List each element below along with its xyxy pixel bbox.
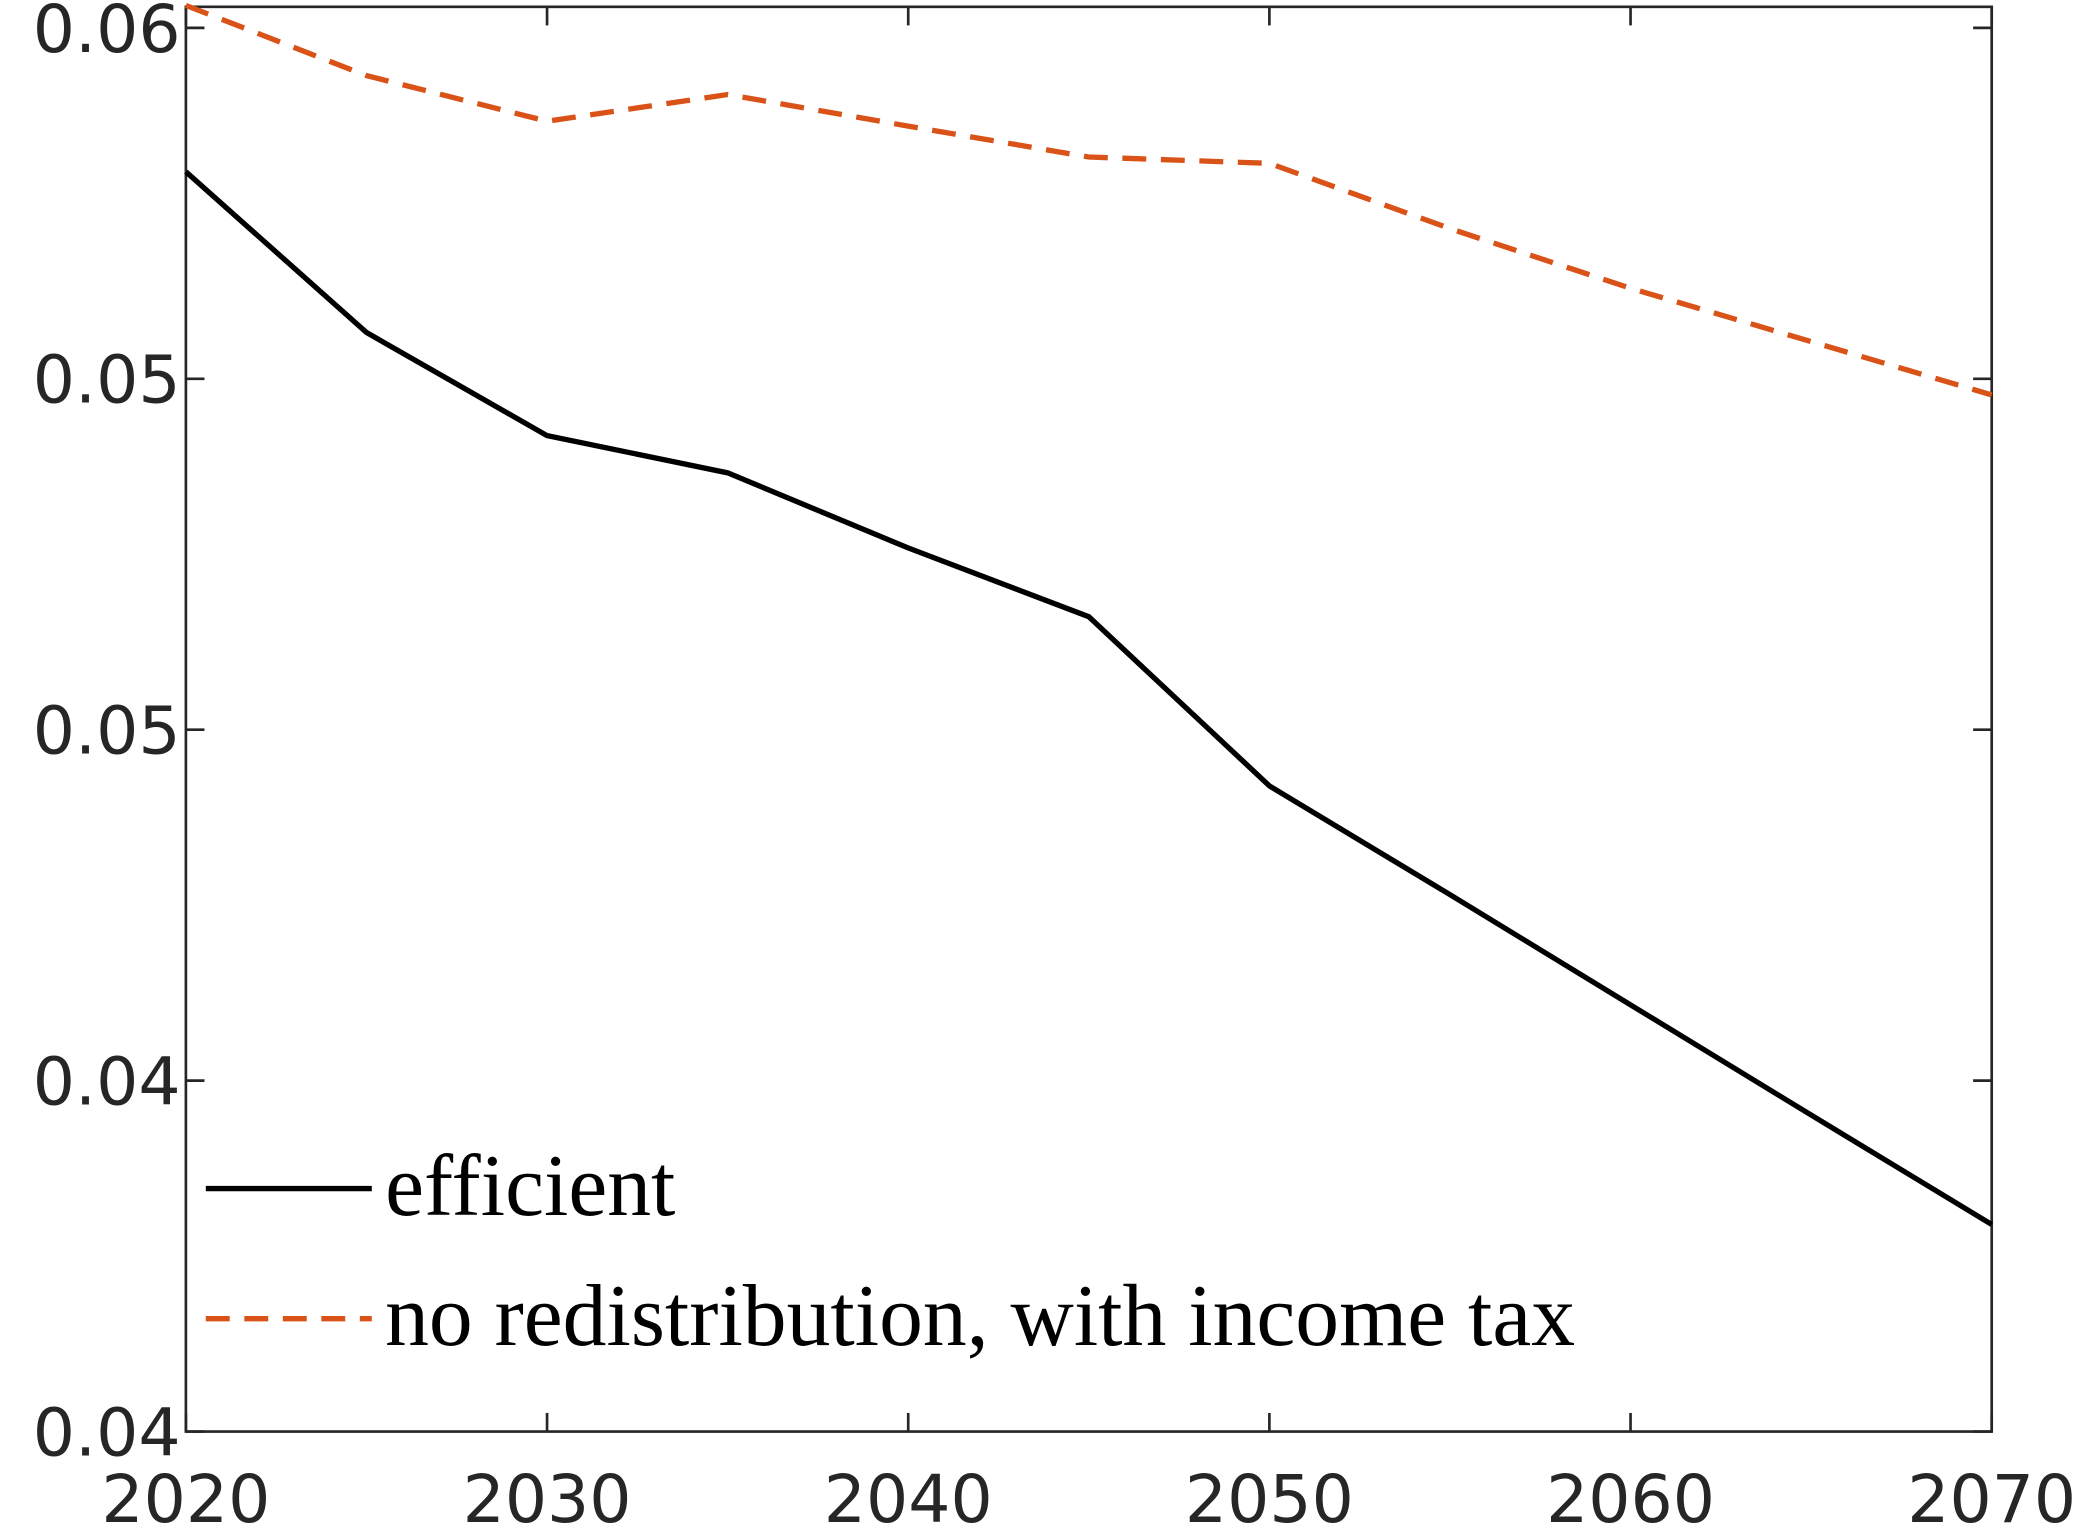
y-tick-label: 0.05 bbox=[33, 341, 181, 419]
x-tick-label: 2070 bbox=[1907, 1460, 2076, 1530]
line-series bbox=[184, 169, 1994, 1227]
legend-label: efficient bbox=[385, 1137, 675, 1234]
x-tick-label: 2060 bbox=[1546, 1460, 1715, 1530]
y-tick-label: 0.04 bbox=[33, 1043, 181, 1121]
x-tick-label: 2020 bbox=[101, 1460, 270, 1530]
y-tick-label: 0.05 bbox=[33, 692, 181, 770]
x-tick-label: 2040 bbox=[824, 1460, 993, 1530]
legend-label: no redistribution, with income tax bbox=[385, 1267, 1575, 1364]
axes-box bbox=[184, 5, 1994, 1433]
y-tick-label: 0.06 bbox=[33, 0, 181, 68]
line-series bbox=[184, 2, 1993, 398]
x-tick-label: 2050 bbox=[1185, 1460, 1354, 1530]
y-tick-label: 0.04 bbox=[33, 1393, 181, 1471]
x-tick-label: 2030 bbox=[463, 1460, 632, 1530]
